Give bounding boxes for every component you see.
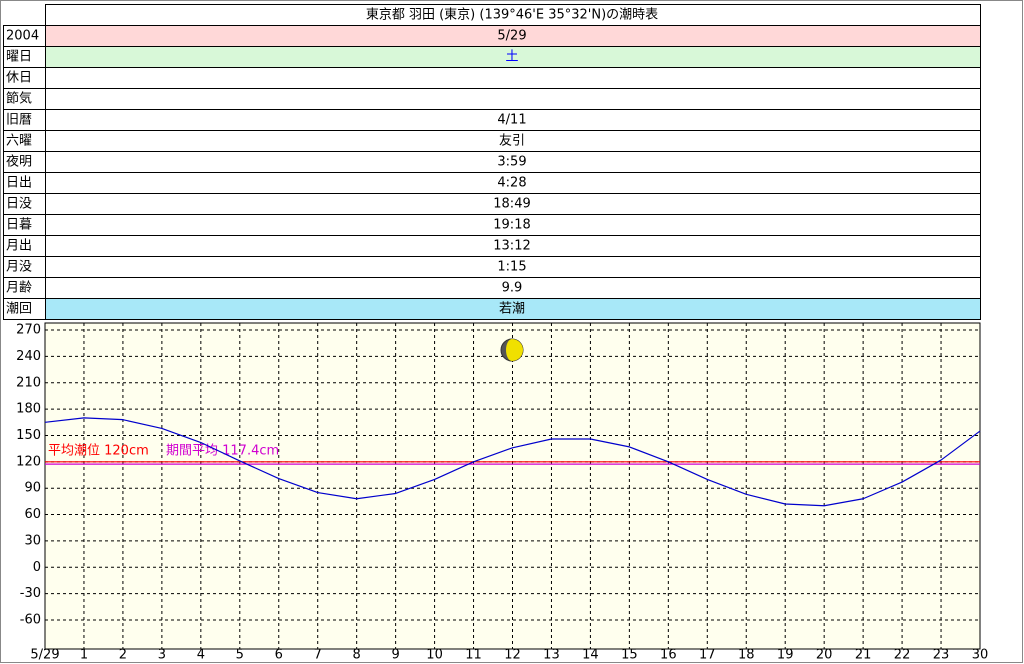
row-value: 9.9 — [502, 281, 523, 296]
title: 東京都 羽田 (東京) (139°46'E 35°32'N)の潮時表 — [366, 7, 658, 23]
y-tick-label: 30 — [24, 533, 41, 548]
y-tick-label: 120 — [16, 454, 41, 469]
tide-line — [44, 417, 981, 507]
row-label: 月出 — [6, 239, 32, 254]
x-tick-label: 1 — [80, 648, 88, 663]
row-label: 節気 — [6, 91, 32, 107]
x-tick-label: 6 — [275, 648, 283, 663]
row-value: 1:15 — [497, 260, 526, 275]
x-tick-label: 17 — [699, 648, 716, 663]
x-tick-label: 18 — [738, 648, 755, 663]
value-cell — [45, 67, 981, 89]
row-label: 2004 — [6, 29, 39, 44]
row-value: 18:49 — [493, 197, 530, 212]
x-tick-label: 7 — [314, 648, 322, 663]
x-tick-label: 9 — [391, 648, 399, 663]
row-label: 旧暦 — [6, 113, 32, 128]
x-tick-label: 22 — [894, 648, 911, 663]
row-value: 4:28 — [497, 176, 526, 191]
reference-label: 期間平均 117.4cm — [166, 444, 279, 459]
x-tick-label: 11 — [465, 648, 482, 663]
y-tick-label: -30 — [20, 586, 41, 601]
row-label: 夜明 — [6, 155, 32, 170]
row-label: 六曜 — [6, 134, 32, 149]
row-label: 月没 — [6, 260, 32, 275]
row-value: 若潮 — [499, 301, 525, 317]
row-value: 19:18 — [493, 218, 530, 233]
x-tick-label: 16 — [660, 648, 677, 663]
row-value: 3:59 — [497, 155, 526, 170]
x-tick-label: 30 — [972, 648, 989, 663]
y-tick-label: 0 — [33, 560, 41, 575]
row-value: 5/29 — [497, 29, 526, 44]
value-cell — [45, 298, 981, 320]
y-tick-label: 150 — [16, 428, 41, 443]
x-tick-label: 2 — [119, 648, 127, 663]
x-tick-label: 19 — [777, 648, 794, 663]
x-tick-label: 14 — [582, 648, 599, 663]
row-label: 日没 — [6, 197, 32, 212]
y-tick-label: 60 — [24, 507, 41, 522]
row-value: 友引 — [499, 133, 525, 149]
row-label: 曜日 — [6, 50, 32, 65]
moon-icon — [500, 338, 524, 362]
x-tick-label: 20 — [816, 648, 833, 663]
row-label: 日暮 — [6, 218, 32, 233]
x-tick-label: 21 — [855, 648, 872, 663]
y-tick-label: 240 — [16, 349, 41, 364]
row-value: 4/11 — [497, 113, 526, 128]
row-label: 潮回 — [6, 302, 32, 317]
x-tick-label: 5 — [236, 648, 244, 663]
y-tick-label: 210 — [16, 375, 41, 390]
x-tick-label: 8 — [353, 648, 361, 663]
value-cell — [45, 88, 981, 110]
x-tick-label: 23 — [933, 648, 950, 663]
row-value: 13:12 — [493, 239, 530, 254]
row-label: 月齢 — [6, 281, 32, 296]
x-tick-label: 13 — [543, 648, 560, 663]
row-label: 休日 — [6, 71, 32, 86]
x-tick-label: 15 — [621, 648, 638, 663]
x-tick-label: 3 — [158, 648, 166, 663]
y-tick-label: 90 — [24, 481, 41, 496]
y-tick-label: 270 — [16, 323, 41, 338]
x-tick-label: 12 — [504, 648, 521, 663]
x-tick-label: 10 — [426, 648, 443, 663]
row-value: 土 — [505, 50, 518, 65]
y-tick-label: -60 — [20, 613, 41, 628]
x-tick-label: 4 — [197, 648, 205, 663]
y-tick-label: 180 — [16, 402, 41, 417]
x-tick-label: 5/29 — [30, 648, 59, 663]
reference-label: 平均潮位 120cm — [48, 444, 149, 459]
row-label: 日出 — [6, 176, 32, 191]
